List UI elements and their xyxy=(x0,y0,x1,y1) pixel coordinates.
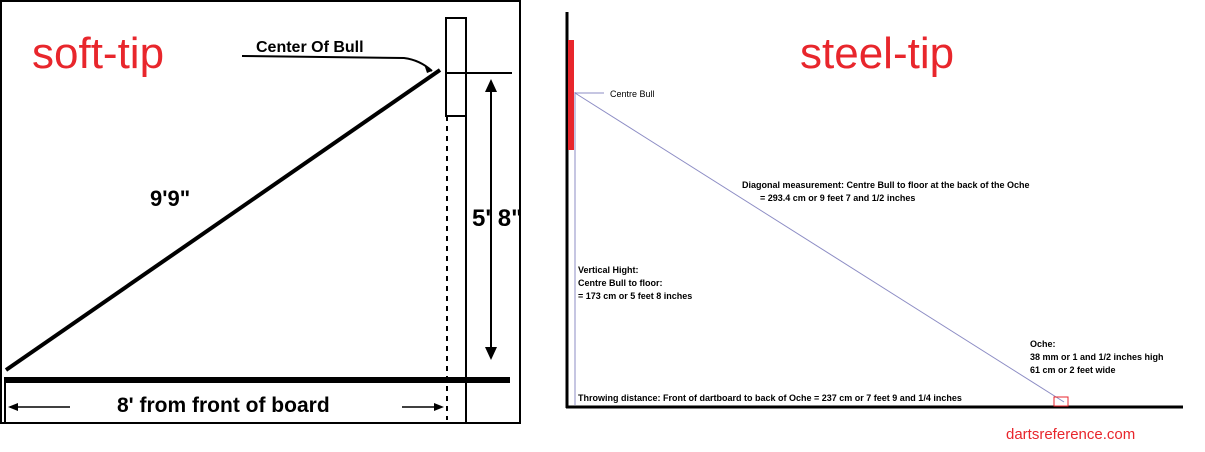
steel-tip-diagonal-label-2: = 293.4 cm or 9 feet 7 and 1/2 inches xyxy=(760,193,915,203)
soft-tip-panel: soft-tip Center Of Bull 5' 8" 9'9" xyxy=(0,0,522,424)
steel-tip-diagonal-line xyxy=(574,92,1065,403)
soft-tip-center-label: Center Of Bull xyxy=(256,39,364,56)
soft-tip-board xyxy=(445,17,467,117)
soft-tip-title: soft-tip xyxy=(32,29,164,78)
soft-tip-height-label: 5' 8" xyxy=(472,205,522,232)
steel-tip-oche-label-3: 61 cm or 2 feet wide xyxy=(1030,365,1116,375)
steel-tip-oche-label-2: 38 mm or 1 and 1/2 inches high xyxy=(1030,352,1164,362)
watermark: dartsreference.com xyxy=(1006,426,1135,443)
soft-tip-distance-arrowhead-left xyxy=(8,403,18,411)
steel-tip-title: steel-tip xyxy=(800,29,954,78)
steel-tip-vertical-label-1: Vertical Hight: xyxy=(578,265,639,275)
steel-tip-vertical-label-3: = 173 cm or 5 feet 8 inches xyxy=(578,291,692,301)
soft-tip-diagonal-line xyxy=(4,68,442,372)
soft-tip-distance-label: 8' from front of board xyxy=(117,394,330,417)
steel-tip-diagonal-label-1: Diagonal measurement: Centre Bull to flo… xyxy=(742,180,1030,190)
soft-tip-frame xyxy=(0,0,521,424)
soft-tip-height-arrowhead-top xyxy=(485,79,497,92)
steel-tip-panel: steel-tip Centre Bull Diagonal measureme… xyxy=(565,12,1183,443)
soft-tip-distance-arrowhead-right xyxy=(434,403,444,411)
soft-tip-diagonal-label: 9'9" xyxy=(150,186,190,211)
soft-tip-floor xyxy=(4,377,510,383)
steel-tip-dartboard xyxy=(568,40,574,150)
soft-tip-center-pointer xyxy=(241,55,433,72)
steel-tip-throwing-label: Throwing distance: Front of dartboard to… xyxy=(578,393,962,403)
steel-tip-oche-label-1: Oche: xyxy=(1030,339,1056,349)
soft-tip-height-arrowhead-bottom xyxy=(485,347,497,360)
soft-tip-center-pointer-arrowhead xyxy=(424,64,432,73)
steel-tip-centre-label: Centre Bull xyxy=(610,89,655,99)
steel-tip-oche xyxy=(1053,396,1069,407)
steel-tip-vertical-label-2: Centre Bull to floor: xyxy=(578,278,663,288)
